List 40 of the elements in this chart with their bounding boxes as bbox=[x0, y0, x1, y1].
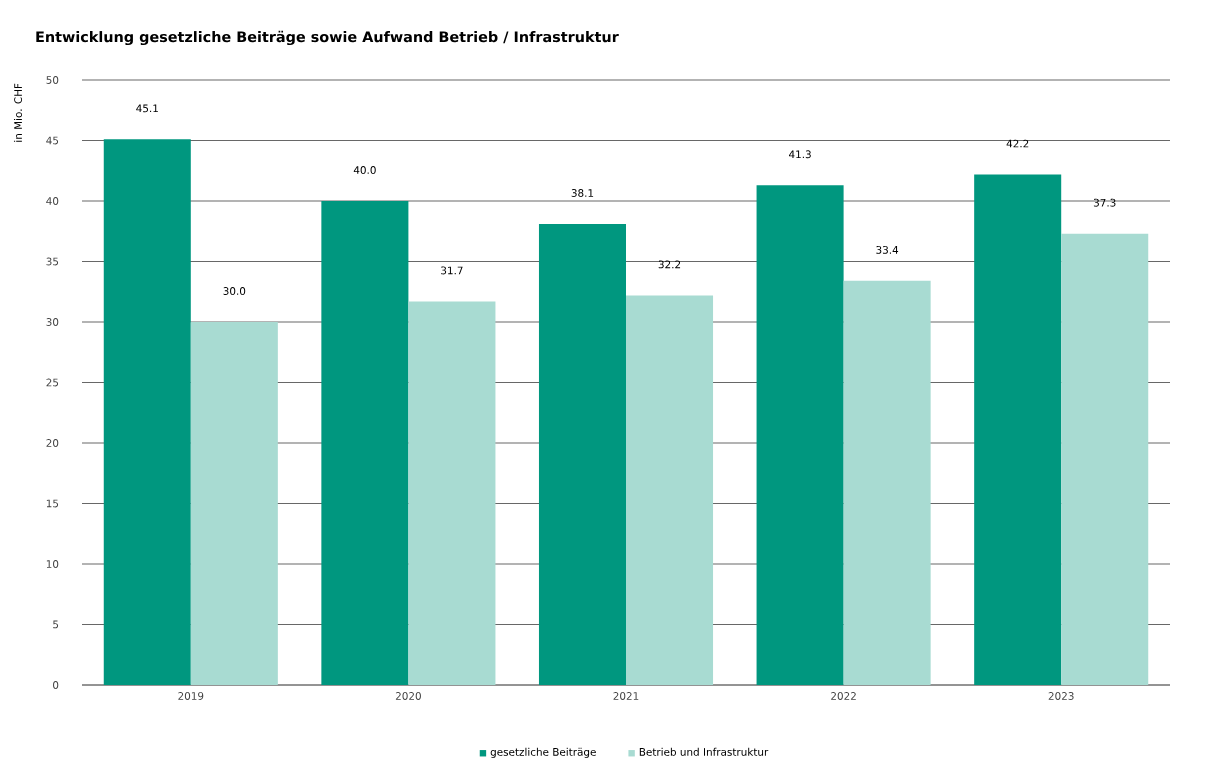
y-tick-label: 5 bbox=[53, 620, 59, 629]
x-tick-label: 2022 bbox=[831, 692, 856, 700]
x-tick-label: 2019 bbox=[178, 692, 204, 700]
bar bbox=[408, 301, 496, 685]
data-label: 33.4 bbox=[876, 245, 899, 254]
y-tick-label: 10 bbox=[46, 560, 59, 568]
x-tick-label: 2021 bbox=[613, 692, 639, 700]
y-tick-label: 20 bbox=[46, 439, 59, 447]
bar bbox=[626, 295, 714, 685]
y-tick-label: 40 bbox=[46, 197, 59, 205]
bar bbox=[190, 322, 278, 685]
legend-label: gesetzliche Beiträge bbox=[490, 747, 596, 758]
data-label: 41.3 bbox=[789, 150, 811, 159]
y-tick-label: 35 bbox=[46, 257, 59, 266]
data-label: 42.2 bbox=[1006, 139, 1029, 148]
y-tick-label: 25 bbox=[46, 378, 59, 387]
y-tick-label: 30 bbox=[46, 318, 59, 326]
bar bbox=[843, 280, 931, 685]
data-label: 38.1 bbox=[571, 189, 594, 197]
legend-label: Betrieb und Infrastruktur bbox=[639, 747, 769, 756]
data-label: 40.0 bbox=[353, 166, 376, 174]
bar bbox=[321, 201, 409, 685]
bar bbox=[538, 223, 626, 685]
y-tick-label: 45 bbox=[46, 136, 59, 145]
y-tick-label: 0 bbox=[53, 681, 59, 689]
x-tick-label: 2023 bbox=[1048, 692, 1074, 700]
bar bbox=[103, 139, 191, 685]
data-label: 32.2 bbox=[658, 260, 681, 269]
chart-title: Entwicklung gesetzliche Beiträge sowie Aufwand Betrieb / Infrastruktur bbox=[36, 30, 619, 46]
bar bbox=[756, 185, 844, 685]
y-tick-label: 15 bbox=[46, 499, 59, 508]
x-tick-label: 2020 bbox=[395, 692, 421, 700]
bar bbox=[1061, 233, 1149, 685]
data-label: 45.1 bbox=[136, 104, 158, 113]
data-label: 37.3 bbox=[1093, 198, 1116, 207]
y-axis-title: in Mio. CHF bbox=[13, 83, 23, 142]
y-tick-label: 50 bbox=[46, 76, 59, 84]
data-label: 30.0 bbox=[223, 287, 246, 295]
bar bbox=[974, 174, 1062, 685]
data-label: 31.7 bbox=[441, 266, 463, 275]
